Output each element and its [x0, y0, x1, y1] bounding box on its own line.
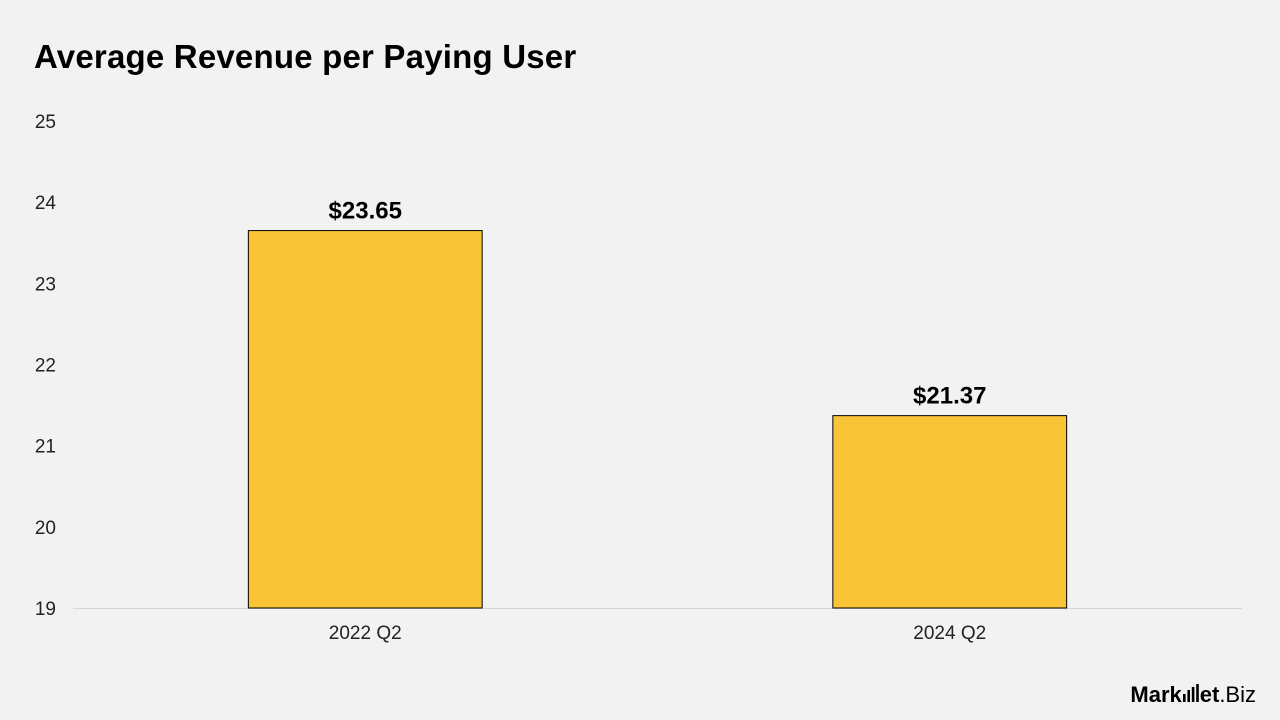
data-label: $21.37	[913, 383, 986, 410]
y-tick-label: 21	[35, 437, 56, 458]
bar-chart-icon	[1182, 684, 1199, 702]
brand-logo: Mark et .Biz	[1130, 684, 1256, 706]
data-labels: $23.65 $21.37	[329, 198, 987, 410]
y-tick-label: 22	[35, 356, 56, 377]
y-tick-label: 24	[35, 193, 57, 214]
y-axis: 19 20 21 22 23 24 25	[35, 112, 57, 620]
x-axis: 2022 Q2 2024 Q2	[329, 623, 986, 644]
brand-text-et: et	[1199, 682, 1220, 707]
bars	[247, 230, 1068, 609]
y-tick-label: 23	[35, 274, 56, 295]
chart-title: Average Revenue per Paying User	[34, 38, 577, 75]
bar	[247, 230, 483, 609]
data-label: $23.65	[329, 198, 402, 225]
brand-text-mark: Mark	[1130, 682, 1182, 707]
brand-text-biz: .Biz	[1219, 682, 1256, 707]
x-tick-label: 2024 Q2	[913, 623, 986, 644]
y-tick-label: 20	[35, 518, 56, 539]
y-tick-label: 19	[35, 599, 56, 620]
bar	[832, 415, 1068, 609]
y-tick-label: 25	[35, 112, 56, 133]
x-tick-label: 2022 Q2	[329, 623, 402, 644]
